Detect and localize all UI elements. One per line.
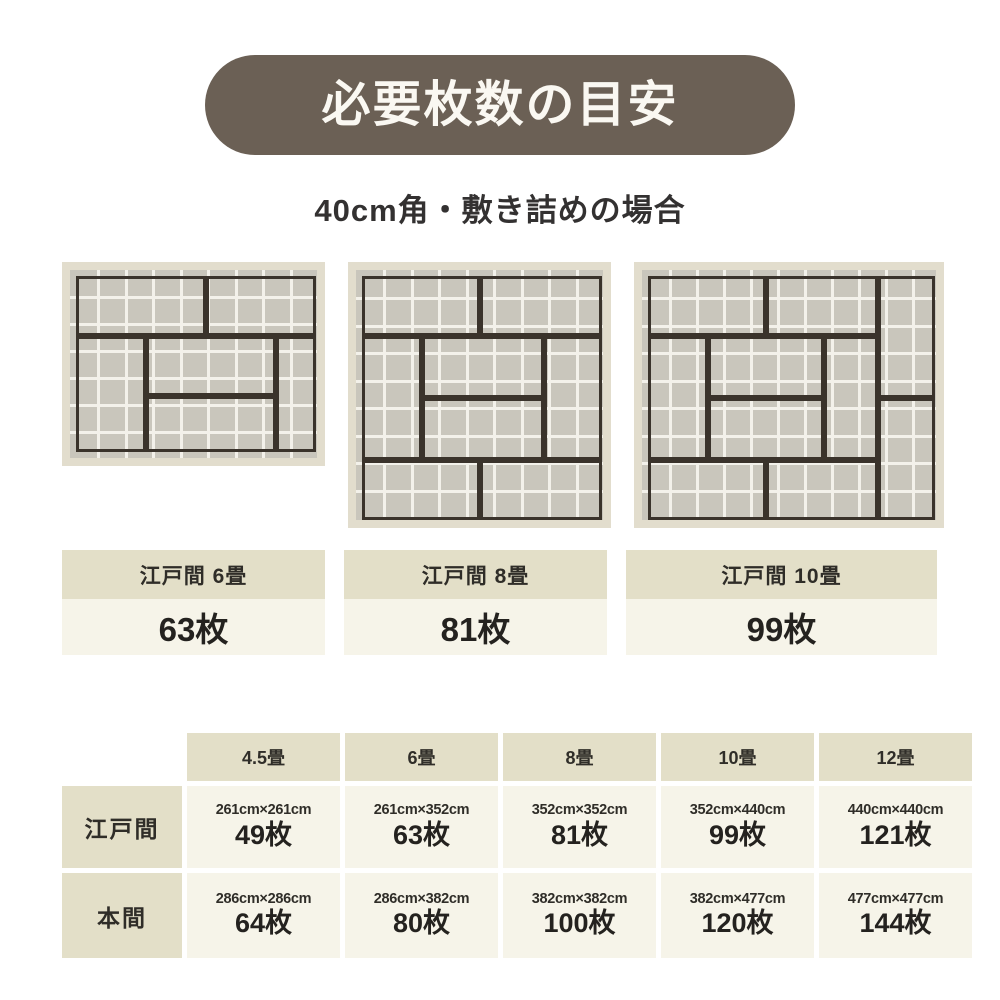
table-column-header-12jo: 12畳: [819, 733, 972, 781]
table-cell: 382cm×477cm 120枚: [661, 873, 814, 958]
summary-card-count: 99枚: [746, 611, 817, 648]
table-row-label-honma: 本間: [62, 873, 182, 958]
table-corner-spacer: [62, 733, 182, 781]
tatami-mat: [146, 396, 276, 452]
table-cell: 440cm×440cm 121枚: [819, 786, 972, 868]
cell-dimensions: 477cm×477cm: [847, 890, 944, 907]
size-reference-table: 4.5畳 6畳 8畳 10畳 12畳 江戸間 261cm×261cm 49枚 2…: [62, 733, 972, 958]
summary-card-6jo: 江戸間 6畳 63枚: [62, 550, 325, 655]
table-cell: 286cm×382cm 80枚: [345, 873, 498, 958]
tatami-mat: [766, 276, 878, 336]
cell-count: 81枚: [550, 819, 609, 850]
table-row: 江戸間 261cm×261cm 49枚 261cm×352cm 63枚 352c…: [62, 786, 972, 868]
summary-card-8jo: 江戸間 8畳 81枚: [344, 550, 607, 655]
tatami-mat: [76, 336, 146, 452]
cell-dimensions: 286cm×382cm: [373, 890, 470, 907]
floor-tile-field: [642, 270, 936, 520]
cell-dimensions: 440cm×440cm: [847, 802, 944, 818]
tatami-mat: [648, 460, 766, 520]
tatami-mat: [766, 460, 878, 520]
page-title: 必要枚数の目安: [321, 77, 679, 132]
table-cell: 477cm×477cm 144枚: [819, 873, 972, 958]
tatami-mat: [422, 336, 544, 398]
cell-dimensions: 352cm×440cm: [689, 802, 786, 818]
cell-dimensions: 261cm×352cm: [373, 802, 470, 818]
cell-count: 80枚: [392, 908, 451, 939]
cell-dimensions: 261cm×261cm: [215, 802, 312, 818]
summary-card-body: 81枚: [344, 599, 607, 655]
summary-card-label: 江戸間 8畳: [344, 550, 607, 599]
tatami-mat: [362, 276, 480, 336]
edoma-8-jo-floorplan: [348, 262, 611, 528]
tatami-mat: [276, 336, 316, 452]
cell-dimensions: 382cm×382cm: [531, 890, 628, 907]
cell-dimensions: 286cm×286cm: [215, 890, 312, 907]
tatami-mat: [708, 336, 824, 398]
tatami-mat: [544, 336, 602, 460]
table-cell: 286cm×286cm 64枚: [187, 873, 340, 958]
tatami-mat: [824, 336, 878, 460]
table-cell: 261cm×261cm 49枚: [187, 786, 340, 868]
summary-card-10jo: 江戸間 10畳 99枚: [626, 550, 937, 655]
tatami-mat: [708, 398, 824, 460]
cell-count: 64枚: [234, 908, 293, 939]
summary-card-count: 81枚: [440, 611, 511, 648]
floor-tile-field: [70, 270, 317, 458]
tatami-mat: [878, 398, 935, 520]
table-header-row: 4.5畳 6畳 8畳 10畳 12畳: [62, 733, 972, 781]
table-cell: 352cm×440cm 99枚: [661, 786, 814, 868]
table-column-header-6jo: 6畳: [345, 733, 498, 781]
summary-card-label: 江戸間 6畳: [62, 550, 325, 599]
cell-dimensions: 382cm×477cm: [689, 890, 786, 907]
tatami-mat: [648, 276, 766, 336]
tatami-mat: [648, 336, 708, 460]
summary-card-body: 63枚: [62, 599, 325, 655]
tatami-mat: [76, 276, 206, 336]
cell-count: 63枚: [392, 819, 451, 850]
tatami-mat: [878, 276, 935, 398]
summary-card-count: 63枚: [158, 611, 229, 648]
cell-count: 100枚: [543, 908, 616, 939]
page-subtitle: 40cm角・敷き詰めの場合: [314, 193, 686, 228]
table-cell: 382cm×382cm 100枚: [503, 873, 656, 958]
title-banner: 必要枚数の目安: [205, 55, 795, 155]
edoma-6-jo-floorplan: [62, 262, 325, 466]
summary-card-label: 江戸間 10畳: [626, 550, 937, 599]
edoma-10-jo-floorplan: [634, 262, 944, 528]
table-row-label-edoma: 江戸間: [62, 786, 182, 868]
tatami-mat: [362, 336, 422, 460]
summary-card-body: 99枚: [626, 599, 937, 655]
tatami-mat: [206, 276, 316, 336]
table-row: 本間 286cm×286cm 64枚 286cm×382cm 80枚 382cm…: [62, 873, 972, 958]
cell-count: 121枚: [859, 819, 932, 850]
tatami-mat: [362, 460, 480, 520]
table-column-header-10jo: 10畳: [661, 733, 814, 781]
table-cell: 352cm×352cm 81枚: [503, 786, 656, 868]
tatami-mat: [146, 336, 276, 396]
floor-tile-field: [356, 270, 603, 520]
tatami-mat: [480, 276, 602, 336]
table-column-header-4-5jo: 4.5畳: [187, 733, 340, 781]
tatami-mat: [422, 398, 544, 460]
cell-count: 144枚: [859, 908, 932, 939]
table-cell: 261cm×352cm 63枚: [345, 786, 498, 868]
cell-dimensions: 352cm×352cm: [531, 802, 628, 818]
cell-count: 49枚: [234, 819, 293, 850]
cell-count: 120枚: [701, 908, 774, 939]
tatami-mat: [480, 460, 602, 520]
cell-count: 99枚: [708, 819, 767, 850]
table-column-header-8jo: 8畳: [503, 733, 656, 781]
